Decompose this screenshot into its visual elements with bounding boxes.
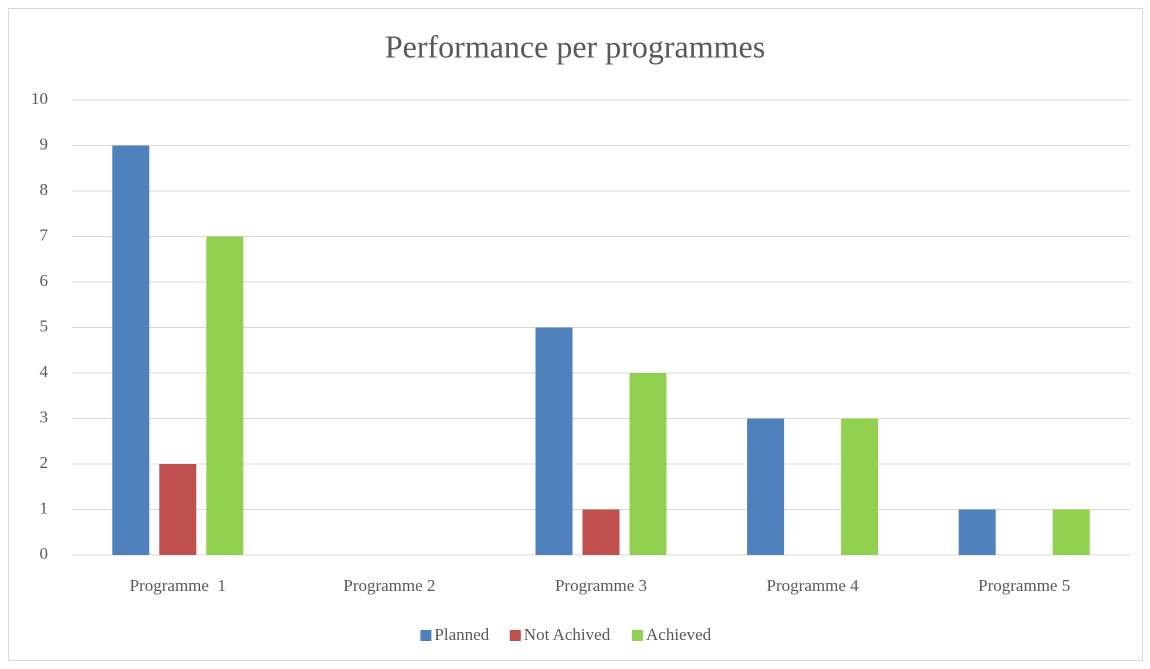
x-tick-label: Programme 2 <box>343 576 435 595</box>
x-tick-label: Programme 4 <box>767 576 860 595</box>
legend-label: Planned <box>434 625 489 644</box>
y-tick-label: 2 <box>40 453 49 472</box>
x-tick-label: Programme 3 <box>555 576 647 595</box>
legend-swatch <box>420 630 432 641</box>
y-tick-label: 8 <box>40 180 49 199</box>
y-tick-label: 10 <box>31 89 48 108</box>
legend-label: Not Achived <box>524 625 611 644</box>
y-tick-label: 7 <box>40 225 49 244</box>
y-tick-label: 4 <box>40 362 49 381</box>
bar <box>112 145 150 555</box>
legend-label: Achieved <box>646 625 712 644</box>
y-tick-label: 0 <box>40 544 49 563</box>
y-tick-label: 1 <box>40 498 49 517</box>
y-tick-label: 9 <box>40 134 49 153</box>
x-tick-label: Programme 5 <box>978 576 1070 595</box>
legend-swatch <box>509 630 521 641</box>
bar <box>206 236 244 555</box>
y-tick-label: 5 <box>40 316 49 335</box>
bar <box>747 418 785 555</box>
bar <box>1052 509 1090 555</box>
y-tick-label: 6 <box>40 271 49 290</box>
bar <box>582 509 620 555</box>
y-tick-label: 3 <box>40 407 49 426</box>
bar <box>841 418 879 555</box>
legend-swatch <box>632 630 643 641</box>
chart-border <box>8 8 1143 661</box>
bar <box>535 327 573 555</box>
chart-title: Performance per programmes <box>385 28 765 64</box>
bar <box>629 373 667 555</box>
x-tick-label: Programme 1 <box>130 576 226 595</box>
bar <box>958 509 996 555</box>
bar <box>159 464 197 555</box>
